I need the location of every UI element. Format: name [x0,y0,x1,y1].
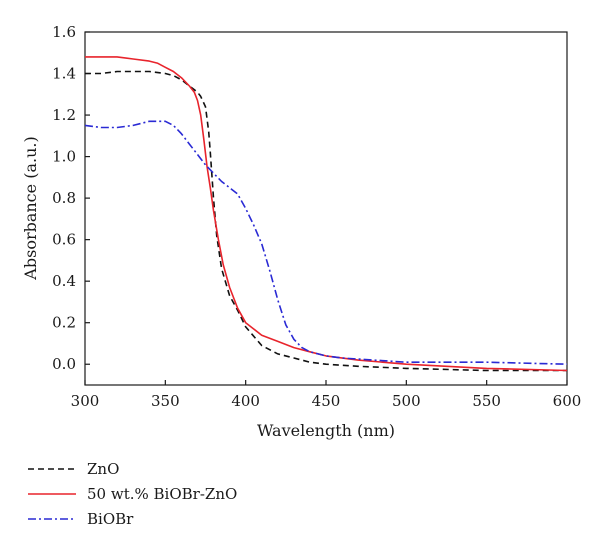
legend: ZnO 50 wt.% BiOBr-ZnO BiOBr [28,460,237,528]
y-tick-label: 0.4 [52,272,76,290]
y-tick-label: 0.2 [52,314,76,332]
y-tick-label: 0.0 [52,355,76,373]
x-tick-label: 450 [312,392,341,410]
y-tick-label: 1.0 [52,148,76,166]
y-axis-title: Absorbance (a.u.) [21,136,40,280]
y-tick-label: 0.6 [52,231,76,249]
series-line-zno [85,70,567,372]
series-line-biobr [84,120,568,365]
x-tick-label: 600 [553,392,582,410]
x-tick-label: 300 [71,392,100,410]
x-tick-label: 500 [392,392,421,410]
series-line-50-wt-biobr-zno [85,56,568,372]
x-axis-title: Wavelength (nm) [257,421,395,440]
series-layer [84,56,568,372]
y-tick-label: 0.8 [52,189,76,207]
x-axis-ticks: 300 350 400 450 500 550 600 [71,380,582,410]
y-tick-label: 1.2 [52,106,76,124]
legend-label-biobr: BiOBr [87,510,134,528]
x-tick-label: 400 [231,392,260,410]
legend-label-50-wt-biobr-zno: 50 wt.% BiOBr-ZnO [87,485,237,503]
y-tick-label: 1.4 [52,65,76,83]
y-axis-ticks: 0.0 0.2 0.4 0.6 0.8 1.0 1.2 1.4 1.6 [52,23,90,373]
y-tick-label: 1.6 [52,23,76,41]
x-tick-label: 550 [472,392,501,410]
x-tick-label: 350 [151,392,180,410]
legend-label-zno: ZnO [87,460,119,478]
plot-frame [84,31,568,386]
